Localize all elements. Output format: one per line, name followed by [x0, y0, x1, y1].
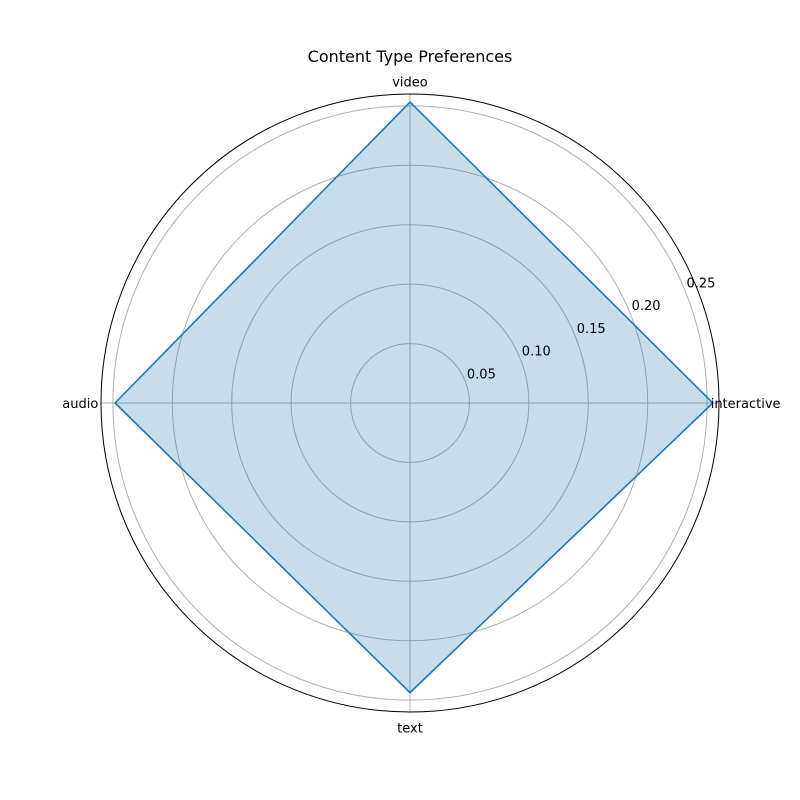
radial-tick-label-0: 0.05: [467, 367, 496, 382]
radial-tick-label-1: 0.10: [522, 345, 551, 360]
radial-tick-label-3: 0.20: [632, 299, 661, 314]
data-layer: [114, 101, 714, 694]
category-label-text: text: [397, 722, 423, 737]
radial-tick-label-4: 0.25: [686, 276, 715, 291]
radial-grid: [100, 93, 720, 713]
category-label-audio: audio: [62, 397, 98, 412]
axis-labels: interactive video audio text 0.05 0.10 0.15 0.2…: [62, 75, 780, 736]
series-area: [115, 102, 713, 693]
polar-frame: [100, 93, 720, 713]
category-label-video: video: [392, 75, 428, 90]
radial-tick-label-2: 0.15: [577, 322, 606, 337]
category-label-interactive: interactive: [711, 397, 781, 412]
chart-title: Content Type Preferences: [308, 47, 513, 66]
series-line: [114, 101, 714, 694]
